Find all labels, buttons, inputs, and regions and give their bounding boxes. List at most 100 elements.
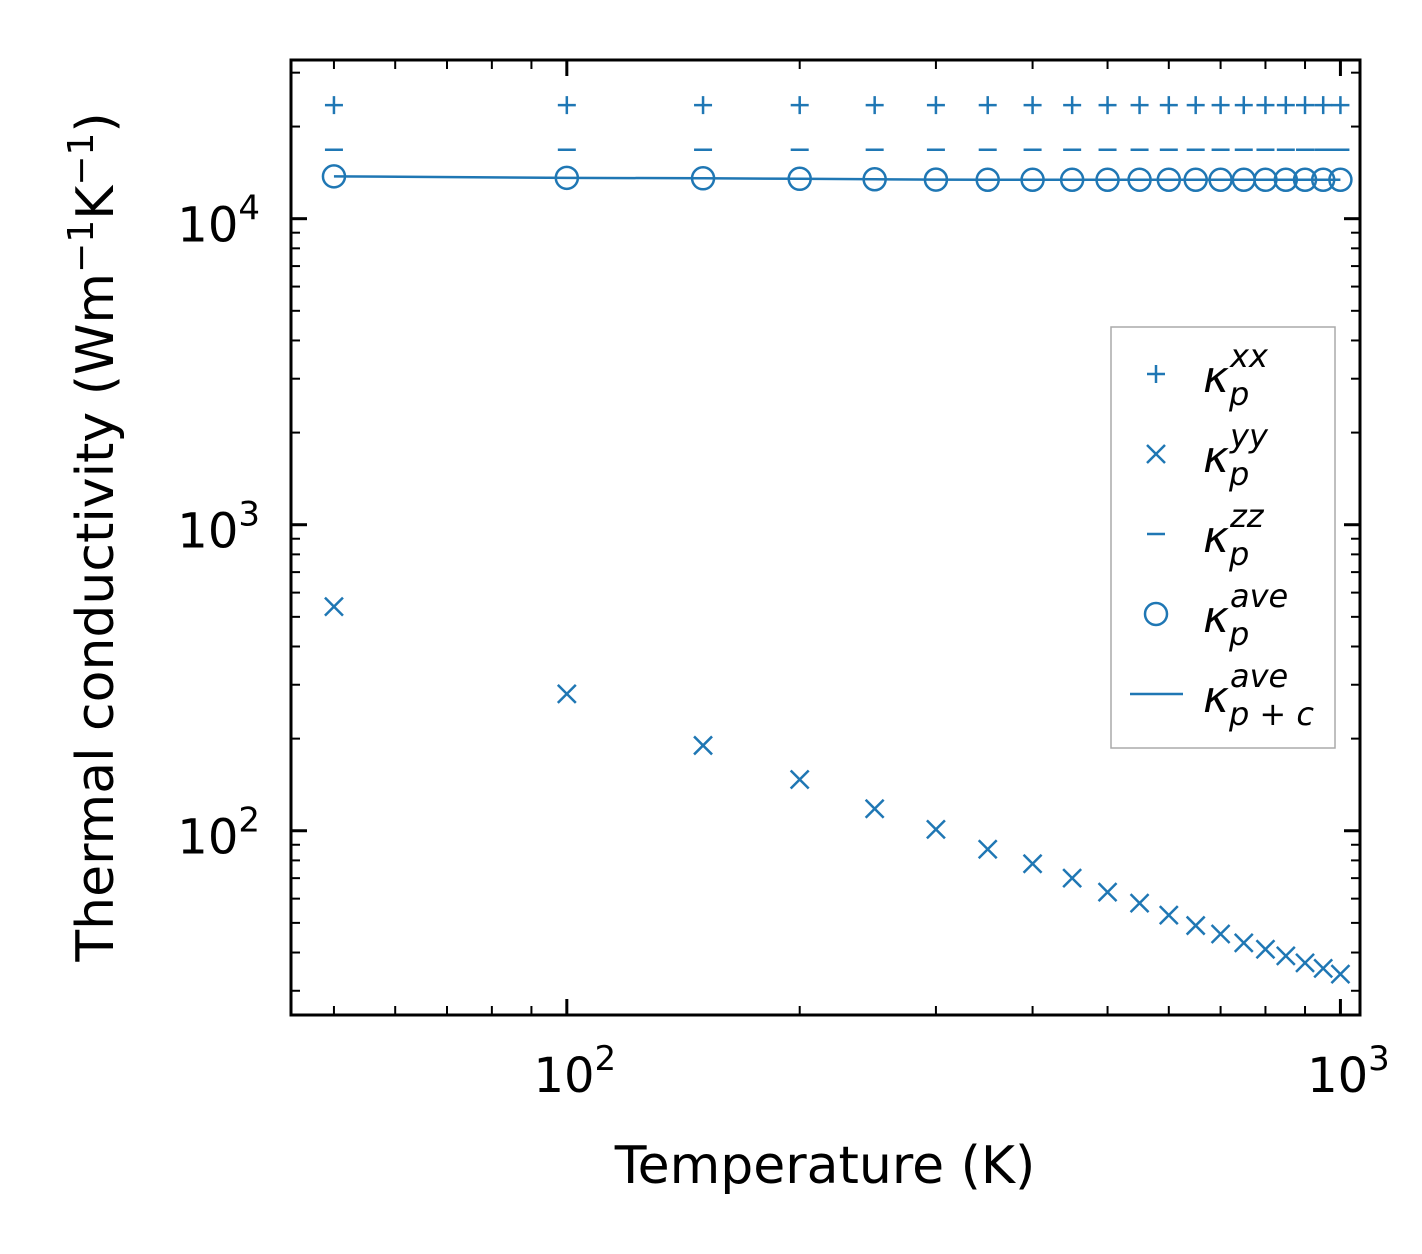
x-marker-b [1330,964,1351,985]
major-ticks [291,60,1360,1015]
data-point-yy [1210,924,1231,944]
data-point-yy [1022,853,1043,874]
x-marker-b [1129,893,1150,914]
legend-label: κp [1203,432,1249,493]
y-axis-label-mid: K [66,184,126,220]
data-point-xx [865,96,884,115]
x-marker-b [1275,946,1296,966]
data-point-xx [1314,96,1333,115]
data-point-yy [1313,958,1334,979]
tick-labels: 102 103 102 103 104 [177,189,1390,1104]
data-point-yy [556,684,577,704]
legend-superscript: zz [1229,497,1265,535]
data-point-xx [1186,96,1205,115]
legend-marker-icon [1146,444,1166,464]
y-axis-label-main: Thermal conductivity (Wm [66,273,126,963]
x-marker-b [324,596,344,617]
data-point-yy [1330,964,1351,985]
plot-series [321,96,1353,985]
x-marker-b [1233,933,1254,953]
data-point-xx [1063,96,1082,115]
x-marker-b [556,684,577,704]
x-marker-b [864,798,885,819]
data-point-yy [1295,953,1315,973]
x-marker-b [789,769,810,790]
data-point-yy [1158,905,1179,926]
data-point-xx [1256,96,1275,115]
legend-label: κp [1203,512,1249,573]
legend-superscript: yy [1229,417,1269,455]
data-point-xx [1276,96,1295,115]
legend-label: κp [1203,592,1249,653]
x-marker-b [1158,905,1179,926]
data-point-xx [790,96,809,115]
x-tick-label: 102 [533,1039,616,1104]
legend-marker-icon [1143,601,1169,627]
data-point-yy [1255,939,1276,960]
data-point-xx [1098,96,1117,115]
x-tick-label: 103 [1307,1039,1390,1104]
x-marker-b [1210,924,1231,944]
x-marker-b [1022,853,1043,874]
y-axis-label: Thermal conductivity (Wm−1K−1) [61,112,126,962]
x-marker-b [1295,953,1315,973]
x-marker-b [693,735,713,756]
data-point-yy [1185,915,1206,936]
y-axis-label-exp1: −1 [61,220,102,273]
x-marker-b [1313,958,1334,979]
x-marker-b [926,819,946,840]
data-point-yy [693,735,713,756]
data-point-xx [1234,96,1253,115]
data-point-xx [1023,96,1042,115]
legend-superscript: xx [1229,337,1269,375]
y-axis-label-close: ) [66,112,126,132]
y-tick-label: 104 [177,189,260,254]
data-point-yy [977,839,998,860]
data-point-xx [1159,96,1178,115]
legend-superscript: ave [1230,577,1288,615]
x-marker-b [1255,939,1276,960]
data-point-yy [1129,893,1150,914]
data-point-yy [324,596,344,617]
series-ave_pc [333,175,1341,182]
legend-label: κp + c [1203,672,1314,733]
data-point-xx [324,96,343,115]
y-axis-label-exp2: −1 [61,133,102,186]
data-point-yy [789,769,810,790]
y-tick-label: 103 [177,495,260,560]
series-xx [324,96,1350,115]
x-marker-b [1185,915,1206,936]
series-line-ave_pc [333,175,1341,182]
data-point-yy [1097,882,1118,903]
plot-frame [289,58,1362,1017]
data-point-yy [1062,868,1083,889]
data-point-xx [978,96,997,115]
data-point-yy [926,819,946,840]
data-point-yy [1233,933,1254,953]
legend-frame [1110,326,1336,749]
data-point-xx [1130,96,1149,115]
x-marker-b [1062,868,1083,889]
data-point-xx [557,96,576,115]
legend-label: κp [1203,352,1249,413]
data-point-xx [1211,96,1230,115]
x-marker-b [977,839,998,860]
x-axis-label: Temperature (K) [614,1136,1036,1196]
x-marker-b [1146,444,1166,464]
data-point-yy [1275,946,1296,966]
legend-superscript: ave [1230,657,1288,695]
y-tick-label: 102 [177,801,260,866]
data-point-xx [926,96,945,115]
data-point-yy [864,798,885,819]
data-point-xx [1331,96,1350,115]
data-point-xx [1296,96,1315,115]
series-yy [324,596,1351,985]
legend-marker-icon [1147,365,1165,383]
